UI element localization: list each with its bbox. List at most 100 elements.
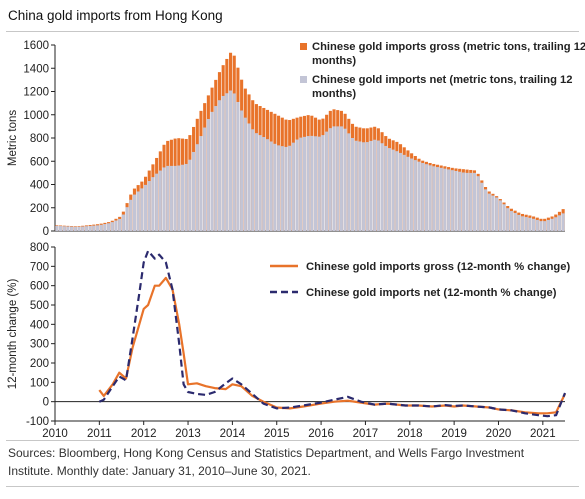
y-tick-label-top: 200: [30, 203, 49, 215]
bar-net: [199, 136, 203, 231]
bar-net: [251, 129, 255, 231]
bar-net: [58, 226, 63, 231]
bar-net: [391, 149, 395, 231]
bar-net: [528, 217, 532, 231]
bar-net: [384, 145, 388, 231]
bar-net: [151, 177, 155, 231]
y-tick-label-bottom: 500: [30, 300, 49, 312]
bar-net: [228, 90, 233, 231]
bar-net: [347, 133, 351, 231]
bar-net: [491, 195, 495, 231]
bar-net: [158, 170, 162, 231]
bar-net: [424, 164, 428, 231]
bar-net: [557, 215, 562, 231]
bar-net: [483, 189, 488, 231]
bar-net: [469, 172, 473, 231]
bar-net: [480, 182, 484, 231]
bar-net: [506, 208, 510, 231]
y-tick-label-bottom: 400: [30, 319, 49, 331]
bar-net: [395, 151, 399, 231]
x-tick-label: 2018: [397, 428, 423, 440]
bar-net: [195, 144, 199, 231]
bar-net: [554, 217, 558, 231]
bar-net: [454, 170, 458, 231]
x-tick-label: 2013: [175, 428, 201, 440]
bar-net: [413, 160, 417, 231]
bar-net: [225, 93, 229, 232]
bar-net: [513, 212, 517, 231]
y-axis-label-bottom: 12-month change (%): [7, 279, 19, 390]
bar-net: [147, 181, 151, 231]
bar-net: [203, 127, 207, 231]
bar-net: [380, 143, 384, 231]
bar-net: [236, 101, 240, 232]
bar-net: [321, 135, 325, 231]
bar-net: [143, 184, 148, 231]
bar-net: [358, 141, 362, 231]
bar-net: [332, 126, 336, 231]
source-rule: [6, 440, 579, 441]
bar-net: [177, 165, 181, 231]
y-tick-label-bottom: 0: [43, 397, 49, 409]
bar-net: [217, 100, 222, 231]
bar-net: [258, 135, 262, 231]
bar-net: [532, 218, 536, 231]
bar-net: [432, 166, 436, 231]
bar-net: [81, 226, 85, 231]
bar-net: [254, 133, 258, 231]
bar-net: [336, 126, 340, 231]
bar-net: [62, 226, 66, 231]
x-tick-label: 2020: [486, 428, 512, 440]
bar-net: [110, 222, 114, 231]
y-tick-label-top: 1000: [23, 110, 49, 122]
bar-net: [155, 173, 159, 231]
bar-net: [232, 93, 236, 231]
bar-net: [66, 226, 70, 231]
bar-net: [373, 139, 377, 231]
legend-label-net: Chinese gold imports net (metric tons, t…: [312, 74, 572, 86]
bar-net: [398, 152, 403, 231]
bar-net: [509, 211, 513, 231]
bar-net: [288, 145, 292, 231]
x-tick-label: 2017: [353, 428, 379, 440]
bar-net: [365, 142, 369, 231]
y-axis-label-top: Metric tons: [7, 110, 19, 166]
y-tick-label-top: 1600: [23, 40, 49, 52]
legend-label-gross: months): [312, 55, 356, 67]
bar-net: [317, 136, 321, 231]
bar-net: [302, 136, 307, 231]
y-tick-label-top: 600: [30, 156, 49, 168]
bar-net: [180, 164, 185, 231]
bar-net: [243, 117, 247, 231]
bar-net: [262, 137, 266, 231]
bar-net: [310, 135, 314, 231]
bar-net: [73, 226, 77, 231]
bar-net: [265, 139, 270, 231]
bar-net: [284, 146, 288, 231]
bar-net: [192, 151, 196, 231]
bar-net: [121, 214, 125, 231]
bar-net: [328, 128, 332, 231]
bar-net: [443, 168, 447, 231]
bar-net: [125, 207, 129, 231]
legend-swatch-gross: [300, 43, 307, 50]
bar-net: [173, 165, 177, 231]
top-rule: [6, 31, 579, 32]
bar-net: [550, 218, 554, 231]
bar-net: [206, 119, 210, 231]
bar-net: [169, 165, 173, 231]
bar-net: [535, 219, 539, 231]
bar-net: [188, 159, 192, 231]
bar-net: [84, 226, 88, 231]
bar-net: [376, 140, 380, 231]
x-tick-label: 2012: [131, 428, 157, 440]
bar-net: [136, 191, 140, 231]
x-tick-label: 2015: [264, 428, 290, 440]
bar-net: [166, 165, 170, 231]
bar-net: [273, 143, 277, 231]
bar-net: [428, 165, 432, 231]
bar-net: [221, 95, 225, 231]
bar-net: [103, 224, 107, 231]
bar-net: [291, 142, 295, 231]
x-tick-label: 2016: [308, 428, 334, 440]
